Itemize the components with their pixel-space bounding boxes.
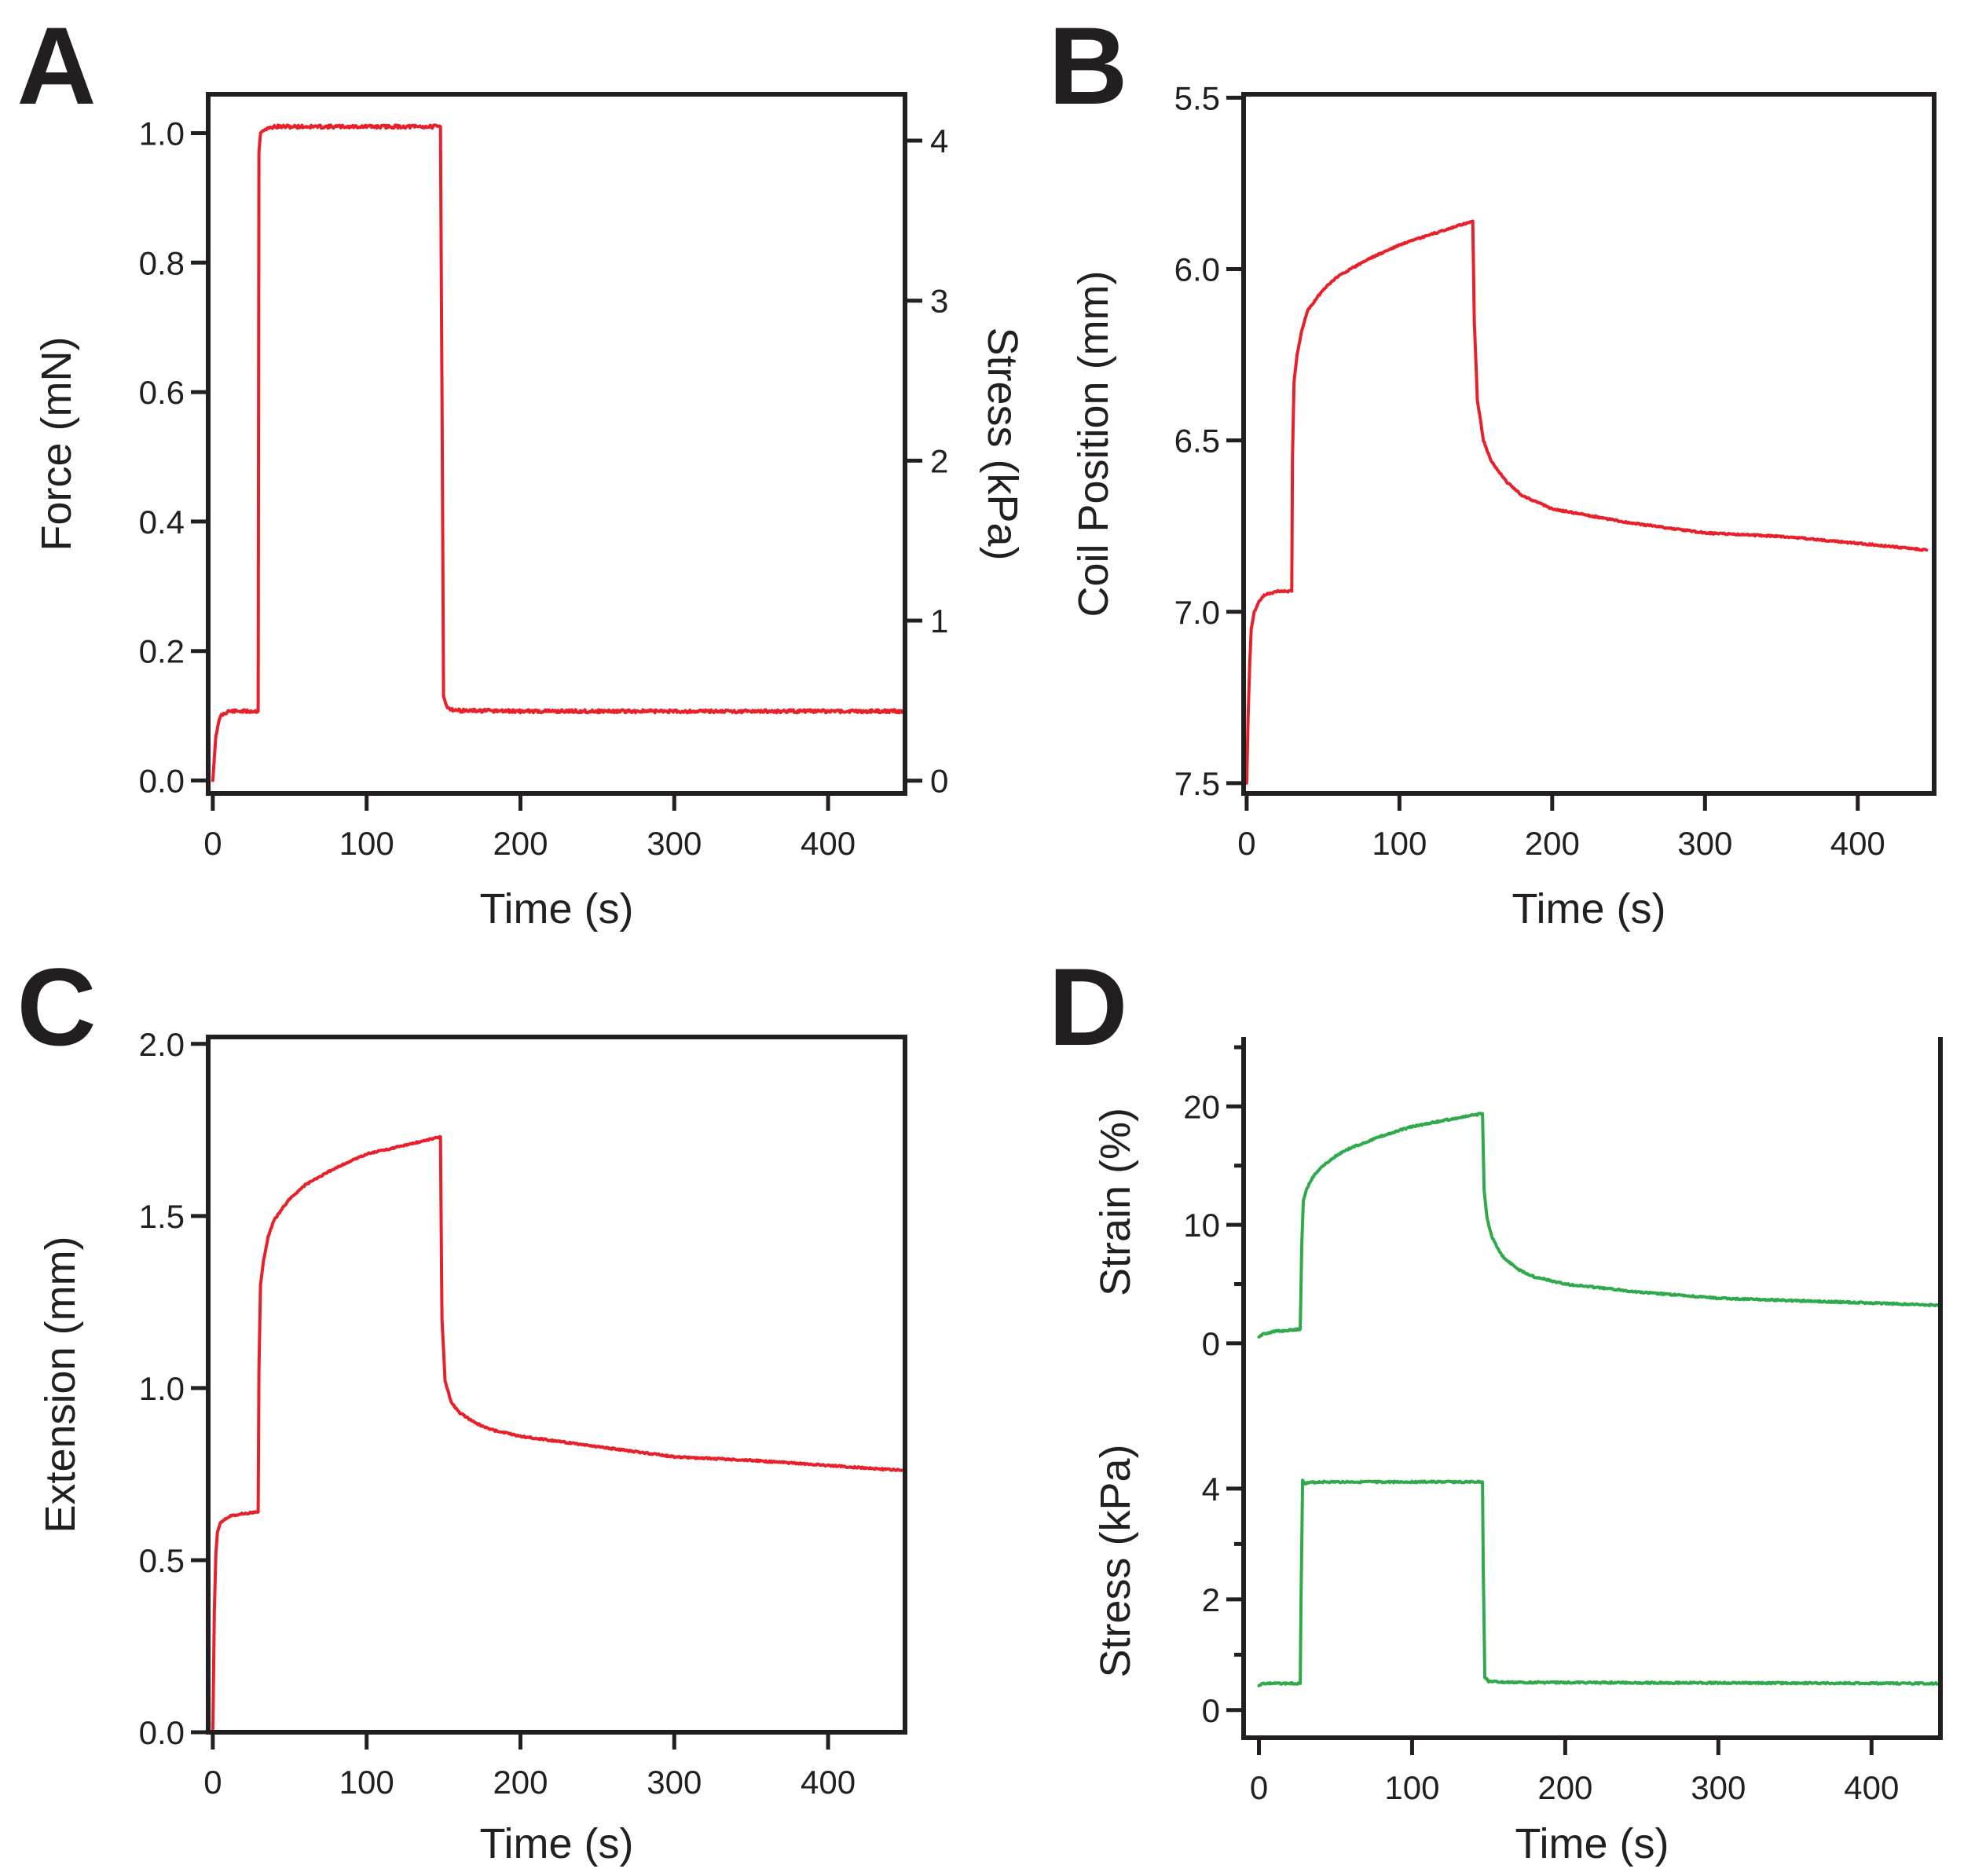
x-axis-title: Time (s) <box>480 1820 634 1867</box>
x-tick-label: 200 <box>493 825 548 862</box>
panel-label: A <box>16 4 96 127</box>
x-tick-label: 400 <box>801 825 856 862</box>
y-axis-title: Coil Position (mm) <box>1070 270 1117 617</box>
y-tick-label: 0.0 <box>139 763 185 800</box>
y2-tick-label: 3 <box>930 283 948 320</box>
x-tick-label: 400 <box>1830 825 1885 862</box>
plot-frame <box>206 92 907 796</box>
series-line-coil-position <box>1244 219 1929 785</box>
panel-b: B 0 100 200 300 400 5.5 6.0 6.5 7.0 7.5 Time (s) Coi… <box>1048 4 1937 933</box>
plot-frame <box>1241 92 1937 796</box>
plot-frame <box>206 1035 907 1735</box>
y-tick-label: 5.5 <box>1174 79 1220 116</box>
x-axis-title: Time (s) <box>1512 885 1666 933</box>
x-tick-label: 200 <box>1525 825 1580 862</box>
panel-label: B <box>1048 4 1127 127</box>
x-tick-label: 0 <box>203 825 222 862</box>
x-tick-label: 0 <box>203 1764 222 1801</box>
y2-axis-title: Stress (kPa) <box>979 327 1026 560</box>
series-line-strain <box>1257 1112 1942 1339</box>
y-axis-title: Force (mN) <box>33 337 80 551</box>
panel-label: C <box>16 945 96 1068</box>
plot-frame <box>1241 1037 1943 1740</box>
x-tick-label: 400 <box>1844 1769 1899 1806</box>
strain-y-tick-label: 10 <box>1183 1207 1220 1244</box>
x-tick-label: 200 <box>493 1764 548 1801</box>
y-tick-label: 0.4 <box>139 504 185 540</box>
x-tick-label: 300 <box>1677 825 1732 862</box>
y-tick-label: 0.2 <box>139 633 185 670</box>
y-tick-label: 0.5 <box>139 1542 185 1579</box>
strain-y-tick-label: 20 <box>1183 1088 1220 1125</box>
y-tick-label: 1.0 <box>139 115 185 152</box>
y-tick-label: 2.0 <box>139 1026 185 1063</box>
y-tick-label: 0.0 <box>139 1714 185 1751</box>
y-tick-label: 6.5 <box>1174 423 1220 460</box>
x-tick-label: 300 <box>1691 1769 1746 1806</box>
y-axis-title: Extension (mm) <box>37 1236 84 1533</box>
stress-y-tick-label: 4 <box>1202 1471 1220 1508</box>
x-tick-label: 0 <box>1237 825 1255 862</box>
y-tick-label: 1.5 <box>139 1198 185 1235</box>
x-tick-label: 200 <box>1537 1769 1592 1806</box>
x-tick-label: 400 <box>801 1764 856 1801</box>
series-line-stress <box>1257 1478 1942 1687</box>
y-tick-label: 7.5 <box>1174 765 1220 802</box>
strain-y-tick-label: 0 <box>1202 1325 1220 1362</box>
strain-axis-title: Strain (%) <box>1092 1108 1139 1296</box>
x-tick-label: 100 <box>1372 825 1427 862</box>
y-tick-label: 0.8 <box>139 244 185 281</box>
x-tick-label: 300 <box>647 825 702 862</box>
panel-label: D <box>1048 945 1127 1068</box>
stress-axis-title: Stress (kPa) <box>1092 1444 1139 1677</box>
y-tick-label: 7.0 <box>1174 594 1220 631</box>
y2-tick-label: 2 <box>930 442 948 479</box>
y2-tick-label: 1 <box>930 603 948 639</box>
x-tick-label: 100 <box>339 825 394 862</box>
y-tick-label: 6.0 <box>1174 251 1220 288</box>
x-tick-label: 0 <box>1250 1769 1268 1806</box>
y2-tick-label: 0 <box>930 763 948 800</box>
y-tick-label: 1.0 <box>139 1370 185 1407</box>
panel-a: A 0 100 200 300 400 0.0 0.2 0.4 0.6 0.8 1.0 0 1 2 3 4 Tim… <box>16 4 1026 933</box>
x-axis-title: Time (s) <box>480 885 634 933</box>
y2-tick-label: 4 <box>930 123 948 159</box>
stress-y-tick-label: 0 <box>1202 1692 1220 1729</box>
stress-y-tick-label: 2 <box>1202 1581 1220 1618</box>
series-line-extension <box>211 1134 907 1734</box>
y-tick-label: 0.6 <box>139 374 185 411</box>
series-line-force <box>211 123 907 782</box>
panel-c: C 0 100 200 300 400 0.0 0.5 1.0 1.5 2.0 Time (s) Ext… <box>16 945 907 1867</box>
x-axis-title: Time (s) <box>1515 1820 1669 1867</box>
x-tick-label: 100 <box>1384 1769 1439 1806</box>
x-tick-label: 100 <box>339 1764 394 1801</box>
x-tick-label: 300 <box>647 1764 702 1801</box>
